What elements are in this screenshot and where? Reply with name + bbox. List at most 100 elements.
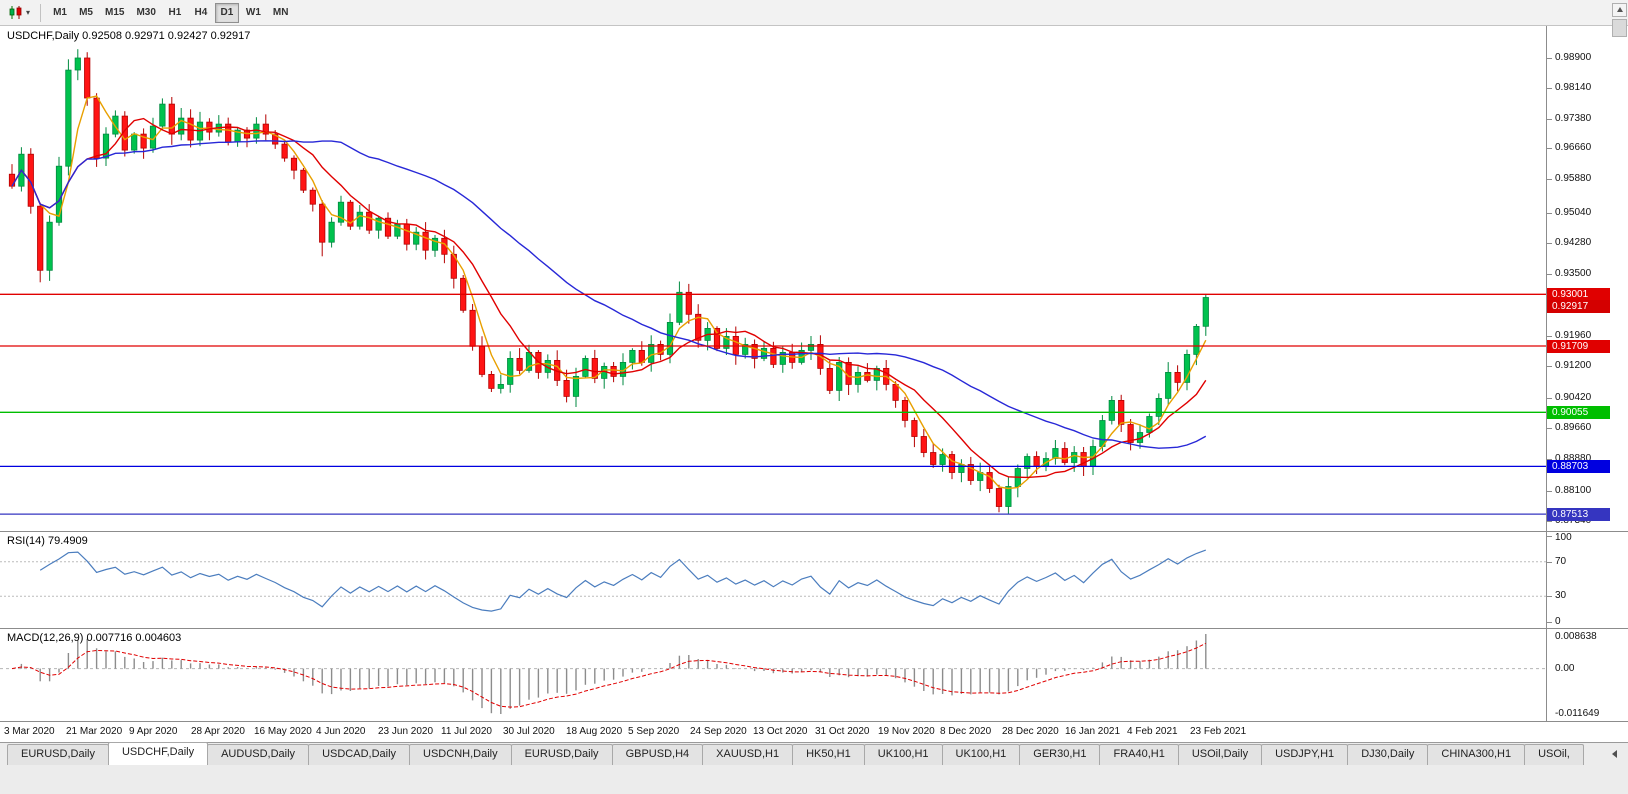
rsi-scale-tick [1547,622,1552,623]
chart-type-button[interactable]: ▾ [5,3,34,22]
timeframe-button-h4[interactable]: H4 [189,3,213,23]
price-scale-label: 0.98900 [1555,52,1592,63]
timeframe-button-m1[interactable]: M1 [48,3,72,23]
rsi-line [39,549,1207,612]
price-scale-tick [1547,213,1552,214]
date-label: 3 Mar 2020 [4,726,55,737]
price-scale-label: 0.96660 [1555,142,1592,153]
date-label: 31 Oct 2020 [815,726,870,737]
chart-tab-usdcad-daily[interactable]: USDCAD,Daily [308,744,411,765]
price-scale-tick [1547,274,1552,275]
date-label: 4 Jun 2020 [316,726,366,737]
price-scale-tick [1547,428,1552,429]
price-scale-tick [1547,398,1552,399]
timeframe-button-w1[interactable]: W1 [241,3,266,23]
timeframe-button-mn[interactable]: MN [268,3,294,23]
tab-scroll-left-button[interactable] [1606,746,1622,761]
rsi-scale-label: 0 [1555,616,1561,627]
price-scale-tick [1547,148,1552,149]
vertical-scrollbar[interactable] [1612,3,1627,37]
dropdown-caret-icon: ▾ [26,7,31,17]
chart-tab-usdcnh-daily[interactable]: USDCNH,Daily [409,744,512,765]
date-label: 13 Oct 2020 [753,726,808,737]
date-label: 23 Feb 2021 [1190,726,1247,737]
date-label: 24 Sep 2020 [690,726,747,737]
rsi-scale-tick [1547,561,1552,563]
price-scale-label: 0.88880 [1555,453,1592,464]
chart-tab-china300-h1[interactable]: CHINA300,H1 [1427,744,1526,765]
price-scale[interactable]: 0.98900 0.98140 0.97380 0.96660 0.95880 0.950… [1546,26,1628,531]
price-scale-label: 0.91200 [1555,360,1592,371]
price-level-tag: 0.87513 [1547,508,1610,521]
chart-tab-usoil-daily[interactable]: USOil,Daily [1177,744,1263,765]
status-bar [0,765,1628,794]
price-scale-label: 0.88100 [1555,485,1592,496]
chart-tab-fra40-h1[interactable]: FRA40,H1 [1099,744,1179,765]
chart-tab-eurusd-daily[interactable]: EURUSD,Daily [510,744,613,765]
price-scale-label: 0.94280 [1555,237,1592,248]
rsi-canvas[interactable] [0,532,1546,628]
price-chart-canvas[interactable] [0,26,1546,531]
chart-tab-ger30-h1[interactable]: GER30,H1 [1019,744,1101,765]
price-scale-tick [1547,336,1552,337]
chart-tab-audusd-daily[interactable]: AUDUSD,Daily [207,744,310,765]
date-label: 16 Jan 2021 [1065,726,1121,737]
date-label: 16 May 2020 [254,726,312,737]
time-axis[interactable]: 3 Mar 2020 21 Mar 2020 9 Apr 2020 28 Apr 20… [0,722,1628,742]
timeframe-button-m5[interactable]: M5 [74,3,98,23]
price-scale-label: 0.98140 [1555,82,1592,93]
scrollbar-thumb[interactable] [1612,19,1627,37]
date-label: 21 Mar 2020 [66,726,123,737]
price-level-tag: 0.88703 [1547,460,1610,473]
price-level-tag: 0.93001 [1547,288,1610,301]
macd-panel: MACD(12,26,9) 0.007716 0.004603 0.008638… [0,629,1628,722]
chart-tab-usdchf-daily[interactable]: USDCHF,Daily [107,742,209,765]
price-scale-label: 0.90420 [1555,392,1592,403]
chart-tab-xauusd-h1[interactable]: XAUUSD,H1 [702,744,794,765]
macd-scale-label: 0.008638 [1555,631,1597,642]
price-scale-tick [1547,459,1552,460]
price-level-tag: 0.91709 [1547,340,1610,353]
current-price-tag: 0.92917 [1547,300,1610,313]
chart-tab-usdjpy-h1[interactable]: USDJPY,H1 [1261,744,1349,765]
rsi-scale-label: 100 [1555,532,1572,543]
price-scale-label: 0.93500 [1555,268,1592,279]
price-level-tag: 0.90055 [1547,406,1610,419]
rsi-scale-tick [1547,596,1552,598]
date-label: 9 Apr 2020 [129,726,178,737]
ma-slow-blue [11,140,1207,449]
chart-tab-gbpusd-h4[interactable]: GBPUSD,H4 [611,744,704,765]
macd-scale-label: 0.00 [1555,663,1575,674]
rsi-scale[interactable]: 100 70 30 0 [1546,532,1628,628]
rsi-scale-label: 30 [1555,590,1567,601]
date-label: 23 Jun 2020 [378,726,434,737]
timeframe-button-m15[interactable]: M15 [100,3,129,23]
macd-scale[interactable]: 0.008638 0.00 -0.011649 [1546,629,1628,721]
chart-tab-usoil[interactable]: USOil, [1524,744,1584,765]
timeframe-button-h1[interactable]: H1 [163,3,187,23]
left-arrow-icon [1611,749,1617,758]
timeframe-button-d1[interactable]: D1 [214,2,239,23]
chart-tab-hk50-h1[interactable]: HK50,H1 [792,744,865,765]
up-arrow-icon [1616,7,1623,12]
date-label: 28 Dec 2020 [1002,726,1059,737]
price-chart-panel: USDCHF,Daily 0.92508 0.92971 0.92427 0.9… [0,26,1628,532]
chart-tab-dj30-daily[interactable]: DJ30,Daily [1347,744,1429,765]
timeframe-button-m30[interactable]: M30 [131,3,160,23]
macd-canvas[interactable] [0,629,1546,721]
price-scale-tick [1547,521,1552,522]
price-scale-tick [1547,119,1552,120]
chart-tab-uk100-h1[interactable]: UK100,H1 [941,744,1021,765]
date-label: 11 Jul 2020 [441,726,492,737]
toolbar-separator [40,3,42,22]
macd-signal-line [11,642,1207,708]
chart-tab-uk100-h1[interactable]: UK100,H1 [863,744,943,765]
scroll-up-button[interactable] [1612,3,1627,17]
date-label: 5 Sep 2020 [628,726,680,737]
price-scale-tick [1547,243,1552,244]
candlestick-chart-icon [9,6,22,19]
chart-tab-eurusd-daily[interactable]: EURUSD,Daily [7,744,109,765]
price-scale-tick [1547,58,1552,59]
rsi-scale-label: 70 [1555,556,1567,567]
price-scale-tick [1547,491,1552,492]
